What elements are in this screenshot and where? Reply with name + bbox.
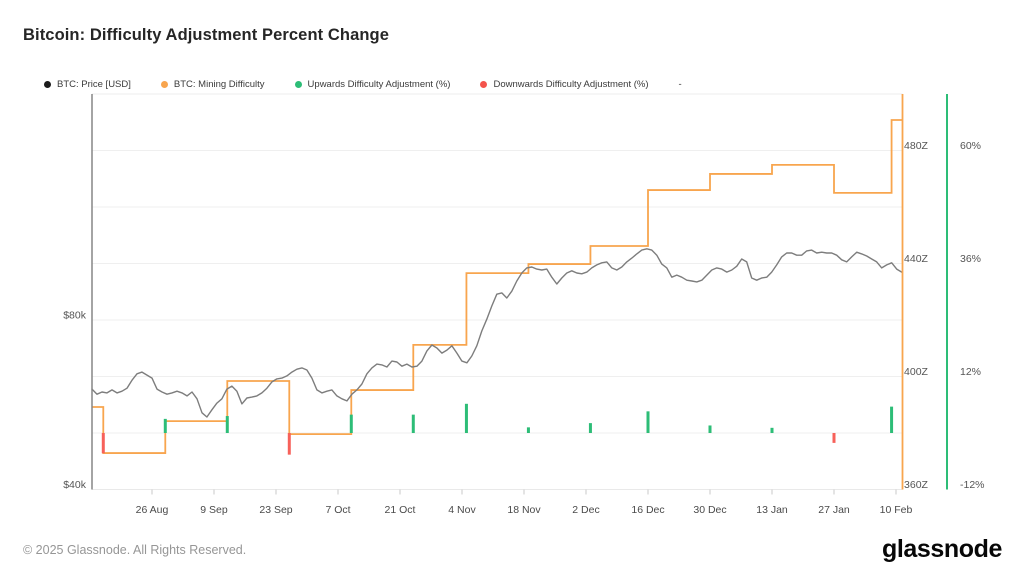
legend-item-1[interactable]: BTC: Mining Difficulty (160, 79, 265, 90)
upwards-adjustment-bar (225, 416, 229, 433)
difficulty-axis-labels: 480Z 440Z 400Z 360Z (904, 140, 929, 491)
upwards-adjustment-bar (411, 414, 415, 433)
chart-legend: BTC: Price [USD] BTC: Mining Difficulty Up… (44, 79, 682, 90)
legend-item-2[interactable]: Upwards Difficulty Adjustment (%) (294, 79, 451, 90)
x-tick-label: 26 Aug (136, 504, 169, 516)
x-tick-label: 23 Sep (259, 504, 292, 516)
difficulty-tick-label: 400Z (904, 366, 929, 378)
x-tick-label: 21 Oct (385, 504, 416, 516)
upwards-adjustment-bar (890, 406, 894, 433)
copyright-text: © 2025 Glassnode. All Rights Reserved. (23, 543, 247, 557)
upwards-adjustment-bar (464, 403, 468, 433)
upwards-adjustment-bar (708, 425, 712, 433)
difficulty-adjustment-bars (101, 403, 894, 455)
percent-tick-label: 60% (960, 140, 981, 152)
price-axis-labels: $80k $40k (63, 310, 87, 492)
percent-axis-labels: 60% 36% 12% -12% (960, 140, 985, 491)
upwards-adjustment-bar (770, 427, 774, 433)
legend-label: - (678, 79, 682, 90)
upwards-adjustment-bar (588, 423, 592, 433)
downwards-adjustment-bar (287, 433, 291, 455)
legend-dot-icon (480, 81, 488, 88)
upwards-adjustment-bar (526, 427, 530, 433)
difficulty-tick-label: 480Z (904, 140, 929, 152)
x-tick-label: 18 Nov (507, 504, 541, 516)
btc-price-line (91, 248, 903, 418)
x-axis: 26 Aug 9 Sep 23 Sep 7 Oct 21 Oct 4 Nov 18 Nov 2… (136, 489, 913, 516)
legend-label: Upwards Difficulty Adjustment (%) (307, 79, 451, 90)
page-title: Bitcoin: Difficulty Adjustment Percent C… (23, 26, 390, 44)
x-tick-label: 13 Jan (756, 504, 788, 516)
downwards-adjustment-bar (832, 433, 836, 443)
downwards-adjustment-bar (101, 433, 105, 454)
percent-tick-label: -12% (960, 479, 985, 491)
legend-dot-icon (44, 81, 51, 88)
gridlines (92, 93, 903, 490)
price-tick-label: $80k (63, 310, 87, 322)
difficulty-tick-label: 440Z (904, 253, 929, 265)
x-tick-label: 2 Dec (572, 504, 599, 516)
legend-item-3[interactable]: Downwards Difficulty Adjustment (%) (480, 79, 649, 90)
x-tick-label: 30 Dec (693, 504, 726, 516)
x-tick-label: 7 Oct (325, 504, 350, 516)
x-tick-label: 10 Feb (880, 504, 913, 516)
x-tick-label: 27 Jan (818, 504, 850, 516)
legend-label: Downwards Difficulty Adjustment (%) (493, 79, 649, 90)
upwards-adjustment-bar (349, 414, 353, 433)
mining-difficulty-step-line (92, 119, 903, 454)
percent-tick-label: 12% (960, 366, 981, 378)
x-tick-label: 9 Sep (200, 504, 228, 516)
legend-item-0[interactable]: BTC: Price [USD] (44, 79, 131, 90)
price-tick-label: $40k (63, 479, 87, 491)
x-tick-label: 16 Dec (631, 504, 664, 516)
legend-label: BTC: Mining Difficulty (173, 79, 265, 90)
legend-item-4[interactable]: - (679, 79, 682, 90)
difficulty-tick-label: 360Z (904, 479, 929, 491)
legend-label: BTC: Price [USD] (57, 79, 131, 90)
legend-dot-icon (160, 81, 168, 88)
glassnode-logo: glassnode (881, 535, 1002, 563)
x-tick-label: 4 Nov (448, 504, 476, 516)
percent-tick-label: 36% (960, 253, 981, 265)
legend-dot-icon (294, 81, 302, 88)
upwards-adjustment-bar (646, 411, 650, 433)
upwards-adjustment-bar (163, 418, 167, 433)
